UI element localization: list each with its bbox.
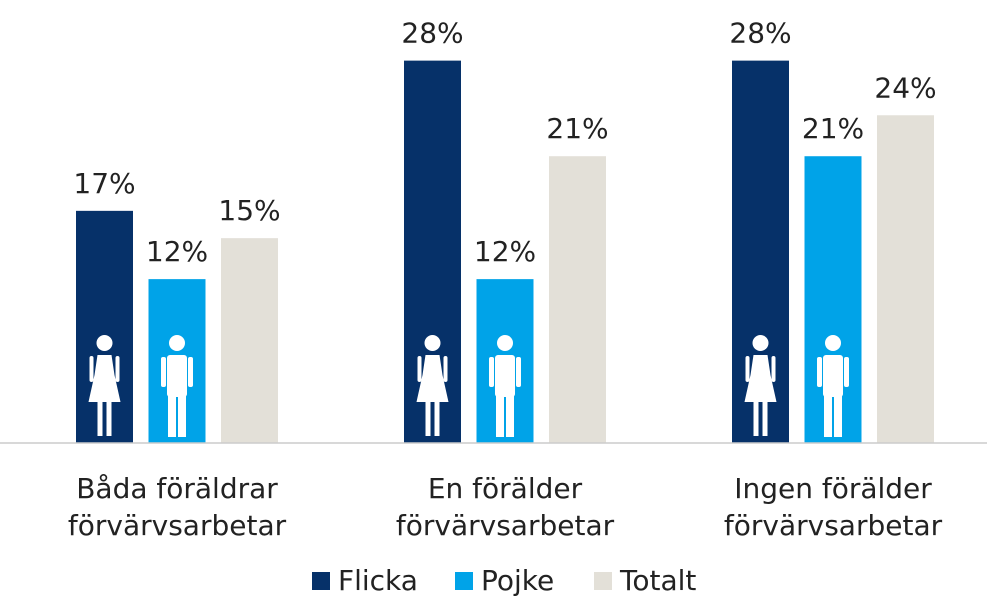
icon-head [752, 335, 769, 351]
icon-body [88, 355, 121, 402]
icon-arm [844, 357, 849, 387]
icon-arm [489, 357, 494, 387]
x-tick-label: Båda föräldrar förvärvsarbetar [68, 472, 287, 542]
icon-head [825, 335, 841, 351]
value-label: 12% [474, 235, 536, 268]
value-label: 28% [729, 17, 791, 50]
icon-body [744, 355, 777, 402]
icon-arm [89, 356, 94, 382]
icon-leg [434, 402, 440, 436]
value-label: 12% [146, 235, 208, 268]
legend-label: Totalt [619, 564, 696, 597]
icon-arm [817, 357, 822, 387]
icon-head [424, 335, 441, 351]
female-icon [744, 335, 777, 436]
icon-body [823, 355, 843, 397]
icon-leg [753, 402, 759, 436]
legend-swatch [594, 572, 612, 590]
bar [877, 115, 934, 443]
value-label: 28% [401, 17, 463, 50]
icon-leg [834, 395, 842, 437]
icon-arm [516, 357, 521, 387]
bar [804, 156, 862, 443]
value-label: 21% [802, 112, 864, 145]
icon-head [497, 335, 513, 351]
legend-label: Flicka [338, 564, 418, 597]
icon-leg [106, 402, 112, 436]
icon-arm [188, 357, 193, 387]
icon-arm [771, 356, 776, 382]
legend-swatch [312, 572, 330, 590]
icon-body [167, 355, 187, 397]
legend-swatch [455, 572, 473, 590]
icon-leg [506, 395, 514, 437]
icon-head [96, 335, 113, 351]
icon-head [169, 335, 185, 351]
icon-leg [824, 395, 832, 437]
icon-leg [178, 395, 186, 437]
value-label: 21% [546, 112, 608, 145]
icon-leg [496, 395, 504, 437]
x-tick-label: Ingen förälder förvärvsarbetar [724, 472, 943, 542]
value-label: 24% [874, 71, 936, 104]
icon-arm [417, 356, 422, 382]
icon-leg [762, 402, 768, 436]
icon-arm [443, 356, 448, 382]
male-icon [817, 335, 849, 437]
bar [549, 156, 606, 443]
icon-leg [425, 402, 431, 436]
x-tick-label: En förälder förvärvsarbetar [396, 472, 615, 542]
icon-arm [161, 357, 166, 387]
icon-body [416, 355, 449, 402]
icon-body [495, 355, 515, 397]
male-icon [161, 335, 193, 437]
icon-leg [168, 395, 176, 437]
icon-arm [115, 356, 120, 382]
value-label: 17% [73, 167, 135, 200]
bar [221, 238, 278, 443]
male-icon [489, 335, 521, 437]
legend-label: Pojke [481, 564, 554, 597]
bar [76, 210, 133, 443]
icon-arm [745, 356, 750, 382]
value-label: 15% [218, 194, 280, 227]
female-icon [416, 335, 449, 436]
female-icon [88, 335, 121, 436]
icon-leg [97, 402, 103, 436]
